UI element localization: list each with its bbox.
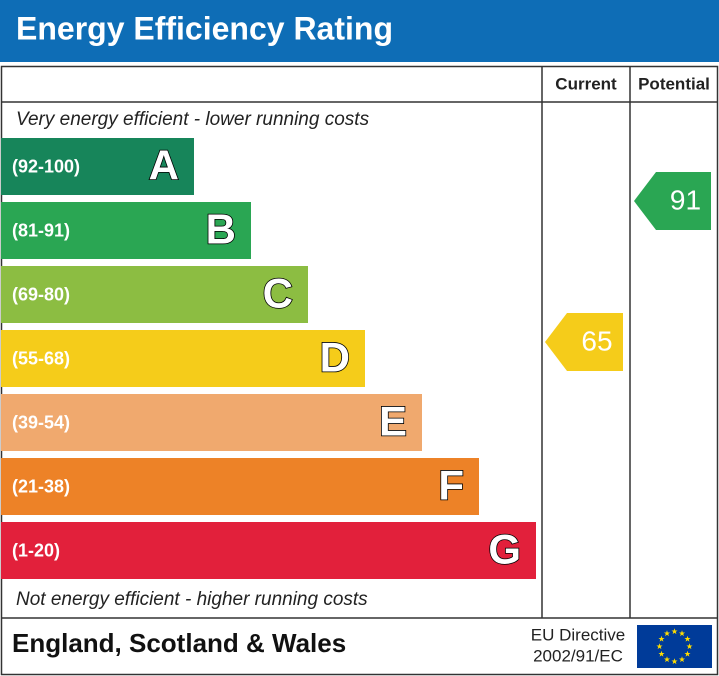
eu-star xyxy=(686,643,693,650)
rating-value: 65 xyxy=(581,325,612,356)
band-letter: A xyxy=(149,142,179,189)
band-letter: G xyxy=(488,526,521,573)
eu-star xyxy=(656,643,663,650)
eu-stars xyxy=(656,628,693,665)
band-letter: C xyxy=(263,270,293,317)
eu-star xyxy=(658,650,665,657)
eu-star xyxy=(684,650,691,657)
eu-star xyxy=(658,635,665,642)
eu-star xyxy=(684,635,691,642)
band xyxy=(1,330,365,387)
eu-star xyxy=(663,630,671,637)
eu-star xyxy=(663,656,671,663)
bottom-note: Not energy efficient - higher running co… xyxy=(16,589,368,610)
eu-star xyxy=(678,656,686,663)
band-range: (1-20) xyxy=(12,540,60,560)
eu-star xyxy=(678,630,686,637)
band xyxy=(1,138,194,195)
band-range: (39-54) xyxy=(12,412,70,432)
band xyxy=(1,266,308,323)
column-header: Current xyxy=(555,74,617,93)
band-letter: F xyxy=(438,462,464,509)
eu-star xyxy=(671,628,678,635)
eu-star xyxy=(671,658,678,665)
band xyxy=(1,394,422,451)
column-header: Potential xyxy=(638,74,710,93)
band xyxy=(1,458,479,515)
top-note: Very energy efficient - lower running co… xyxy=(16,109,370,130)
rating-arrow xyxy=(545,312,623,371)
chart-title: Energy Efficiency Rating xyxy=(16,10,393,46)
band-range: (69-80) xyxy=(12,284,70,304)
band-range: (81-91) xyxy=(12,220,70,240)
rating-value: 91 xyxy=(670,184,701,215)
rating-arrow xyxy=(634,172,711,230)
band-range: (55-68) xyxy=(12,348,70,368)
band xyxy=(1,522,536,579)
band-letter: E xyxy=(379,398,407,445)
band-range: (21-38) xyxy=(12,476,70,496)
directive: EU Directive xyxy=(531,625,625,644)
title-bar xyxy=(0,0,719,62)
band-letter: D xyxy=(320,334,350,381)
directive: 2002/91/EC xyxy=(533,646,623,665)
band-range: (92-100) xyxy=(12,156,80,176)
footer: England, Scotland & Wales xyxy=(12,628,346,658)
band-letter: B xyxy=(206,206,236,253)
band xyxy=(1,202,251,259)
